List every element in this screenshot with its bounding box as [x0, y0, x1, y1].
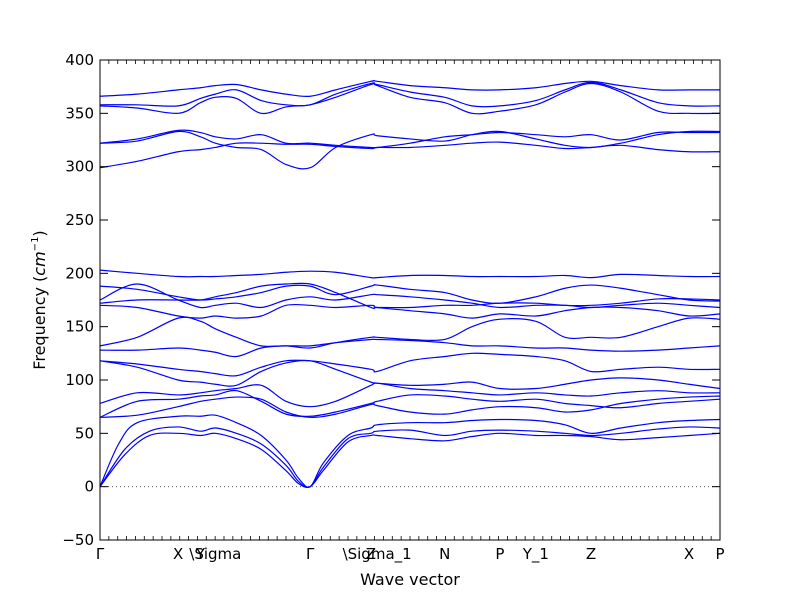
x-tick-label: X [173, 545, 183, 563]
y-tick-label: 350 [65, 104, 94, 122]
x-tick-label: N [439, 545, 450, 563]
y-tick-label: 150 [65, 318, 94, 336]
y-tick-label: 0 [84, 478, 94, 496]
branch-line-13 [99, 284, 721, 304]
x-tick-label: X [684, 545, 694, 563]
x-tick-label: Y_1 [522, 545, 549, 564]
branch-line-2 [99, 426, 721, 488]
y-tick-label: 200 [65, 264, 94, 282]
y-tick-label: 100 [65, 371, 94, 389]
x-tick-label: \Sigma_1 [343, 545, 412, 564]
x-axis-title: Wave vector [360, 570, 460, 589]
branch-line-19 [99, 82, 721, 115]
y-axis-title: Frequency (cm−1) [30, 230, 49, 369]
branch-line-18 [99, 129, 720, 149]
branch-line-21 [99, 79, 720, 98]
branch-line-1 [99, 432, 721, 489]
y-tick-label: −50 [62, 531, 94, 549]
branch-line-8 [99, 352, 721, 377]
x-tick-label: P [495, 545, 504, 563]
plot-frame [99, 59, 721, 541]
x-tick-label: P [715, 545, 724, 563]
branch-line-9 [99, 338, 721, 358]
branch-line-7 [99, 359, 721, 390]
branch-line-4 [99, 395, 721, 418]
x-tick-label: Γ [306, 545, 315, 563]
y-tick-label: 250 [65, 211, 94, 229]
branch-line-20 [99, 81, 721, 108]
x-tick-label: Z [586, 545, 596, 563]
branch-line-5 [99, 389, 721, 418]
branch-line-3 [99, 414, 721, 488]
y-tick-label: 50 [75, 424, 94, 442]
x-tick-label: Y [195, 545, 206, 563]
branch-line-17 [99, 130, 721, 170]
branch-line-14 [99, 282, 721, 310]
x-tick-label: Z [366, 545, 376, 563]
y-tick-label: 400 [65, 51, 94, 69]
y-tick-label: 300 [65, 158, 94, 176]
branch-line-15 [99, 269, 721, 279]
branch-line-12 [99, 283, 721, 309]
x-tick-label: Γ [96, 545, 105, 563]
x-tick-label: \Sigma [189, 545, 241, 563]
branch-line-10 [99, 316, 721, 349]
